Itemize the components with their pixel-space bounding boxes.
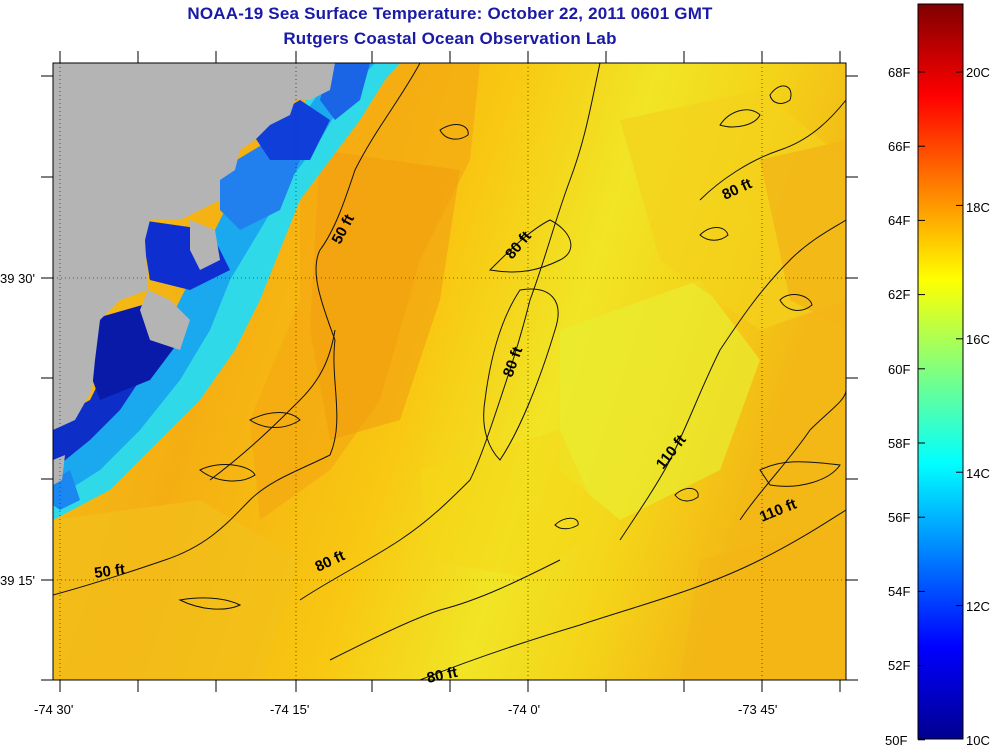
colorbar-f-label: 64F bbox=[888, 213, 910, 228]
land-mass bbox=[53, 63, 335, 485]
map-subtitle: Rutgers Coastal Ocean Observation Lab bbox=[283, 29, 617, 48]
colorbar-c-label: 20C bbox=[966, 65, 990, 80]
contour-label: 80 ft bbox=[425, 664, 459, 687]
contour-label: 50 ft bbox=[93, 561, 126, 582]
lat-label: 39 30' bbox=[0, 271, 35, 286]
lon-label: -74 15' bbox=[270, 702, 309, 717]
colorbar-c-label: 12C bbox=[966, 599, 990, 614]
colorbar-f-label: 68F bbox=[888, 65, 910, 80]
lon-label: -74 0' bbox=[508, 702, 540, 717]
colorbar-c-label: 16C bbox=[966, 332, 990, 347]
colorbar-c-label: 10C bbox=[966, 733, 990, 748]
colorbar-c-label: 18C bbox=[966, 200, 990, 215]
map-ticks bbox=[41, 51, 858, 692]
colorbar-f-label: 66F bbox=[888, 139, 910, 154]
colorbar-c-label: 14C bbox=[966, 466, 990, 481]
colorbar-f-label: 60F bbox=[888, 362, 910, 377]
colorbar-f-label: 54F bbox=[888, 584, 910, 599]
colorbar-f-label: 50F bbox=[885, 733, 907, 748]
lon-label: -74 30' bbox=[34, 702, 73, 717]
colorbar-ticks bbox=[918, 71, 963, 741]
graticule bbox=[53, 63, 846, 680]
bathymetry-contours bbox=[53, 63, 846, 680]
sst-patches bbox=[53, 63, 846, 680]
colorbar-f-label: 56F bbox=[888, 510, 910, 525]
lon-label: -73 45' bbox=[738, 702, 777, 717]
colorbar-f-label: 58F bbox=[888, 436, 910, 451]
colorbar-f-label: 52F bbox=[888, 658, 910, 673]
map-title: NOAA-19 Sea Surface Temperature: October… bbox=[187, 4, 713, 23]
lat-label: 39 15' bbox=[0, 573, 35, 588]
colorbar-f-label: 62F bbox=[888, 287, 910, 302]
colorbar bbox=[917, 3, 964, 740]
